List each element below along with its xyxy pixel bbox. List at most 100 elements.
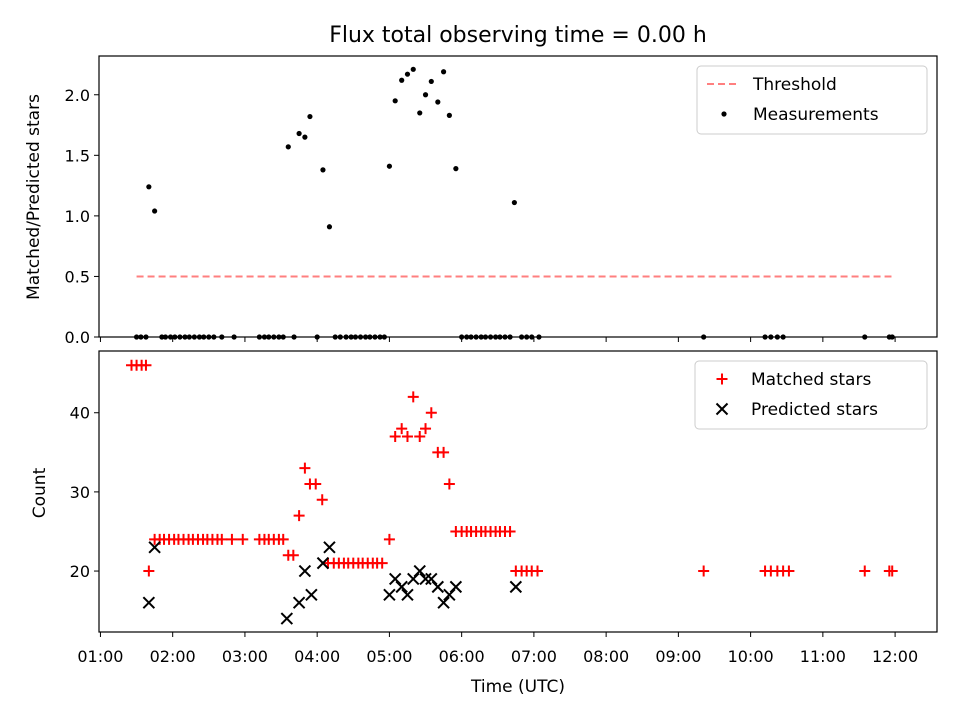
legend-matched-swatch: [716, 373, 728, 385]
x-tick-label: 12:00: [872, 647, 918, 666]
predicted-star-point: [323, 541, 336, 554]
top-y-tick-label: 0.5: [65, 267, 90, 286]
predicted-star-point: [395, 580, 408, 594]
matched-star-point: [140, 359, 152, 371]
measurement-point: [146, 184, 152, 190]
bottom-y-tick-label: 30: [70, 483, 90, 502]
matched-star-point: [293, 510, 305, 522]
matched-star-point: [504, 525, 516, 537]
matched-star-point: [389, 430, 401, 442]
matched-star-point: [886, 565, 898, 577]
predicted-star-point: [316, 556, 330, 570]
predicted-star-point: [419, 572, 432, 586]
measurement-point: [399, 77, 405, 83]
predicted-star-point: [413, 564, 426, 578]
bottom-legend-box: [694, 360, 928, 430]
top-axes-frame: [98, 55, 938, 338]
measurement-point: [386, 163, 393, 169]
legend-measurement-swatch: [721, 111, 727, 117]
matched-star-point: [237, 533, 249, 545]
predicted-star-point: [148, 541, 161, 554]
x-tick-label: 07:00: [511, 647, 557, 666]
measurement-point: [410, 66, 416, 72]
top-y-tick-label: 2.0: [65, 86, 90, 105]
matched-star-point: [383, 533, 395, 545]
x-tick-label: 10:00: [728, 647, 774, 666]
measurement-point: [326, 224, 333, 230]
legend-label: Measurements: [753, 105, 879, 125]
matched-star-point: [396, 423, 408, 435]
matched-star-point: [299, 462, 311, 474]
measurement-point: [511, 199, 517, 206]
predicted-star-point: [280, 612, 294, 625]
matched-star-point: [316, 494, 328, 506]
matched-star-point: [425, 407, 437, 419]
matched-star-point: [438, 446, 450, 458]
matched-star-point: [401, 430, 413, 442]
x-tick-label: 05:00: [366, 647, 412, 666]
measurement-point: [422, 92, 429, 98]
matched-star-point: [783, 565, 795, 577]
matched-star-point: [376, 557, 388, 569]
predicted-star-point: [449, 580, 463, 594]
predicted-star-point: [437, 596, 450, 609]
matched-star-point: [277, 533, 289, 545]
bottom-axes-frame: [98, 350, 938, 633]
matched-star-point: [216, 533, 228, 545]
matched-star-point: [532, 565, 544, 577]
x-tick-label: 06:00: [439, 647, 485, 666]
chart-title: Flux total observing time = 0.00 h: [329, 23, 707, 48]
matched-star-point: [310, 478, 322, 490]
measurement-point: [320, 167, 326, 173]
matched-star-point: [420, 423, 432, 435]
matched-star-point: [287, 549, 299, 561]
predicted-star-point: [305, 588, 318, 602]
measurement-point: [285, 144, 291, 150]
legend-label: Threshold: [752, 75, 837, 95]
x-tick-label: 11:00: [800, 647, 846, 666]
bottom-y-tick-label: 40: [70, 404, 90, 423]
legend-predicted-swatch: [715, 402, 729, 416]
x-tick-label: 03:00: [222, 647, 268, 666]
x-tick-label: 09:00: [655, 647, 701, 666]
predicted-star-point: [142, 596, 156, 609]
measurement-point: [446, 112, 452, 118]
measurement-point: [428, 78, 434, 85]
measurement-point: [453, 166, 459, 172]
measurement-point: [392, 98, 398, 104]
bottom-y-axis-label: Count: [30, 467, 50, 518]
measurement-point: [435, 99, 441, 105]
matched-star-point: [414, 430, 426, 442]
predicted-star-point: [298, 564, 312, 578]
plot-layer: 0.0 0.5 1.0 1.5 2.0 Threshold Measurements 01:0…: [65, 55, 938, 666]
top-y-tick-label: 0.0: [65, 328, 90, 347]
matched-star-point: [443, 478, 455, 490]
x-tick-label: 08:00: [583, 647, 629, 666]
x-tick-label: 04:00: [294, 647, 340, 666]
measurement-point: [404, 71, 411, 77]
x-tick-label: 02:00: [150, 647, 196, 666]
top-legend-box: [696, 65, 928, 135]
predicted-star-point: [383, 588, 396, 602]
measurement-point: [152, 208, 158, 214]
matched-star-point: [407, 391, 419, 403]
measurement-point: [440, 69, 447, 75]
matched-star-point: [143, 565, 155, 577]
top-y-tick-label: 1.5: [65, 146, 90, 165]
predicted-star-point: [292, 596, 306, 609]
matched-star-point: [226, 533, 238, 545]
bottom-y-tick-label: 20: [70, 562, 90, 581]
top-y-axis-label: Matched/Predicted stars: [24, 94, 44, 300]
measurement-point: [307, 113, 313, 120]
x-tick-label: 01:00: [77, 647, 123, 666]
measurement-point: [302, 134, 308, 140]
predicted-star-point: [388, 572, 402, 586]
x-axis-label: Time (UTC): [470, 677, 565, 697]
predicted-star-point: [431, 580, 445, 594]
matched-star-point: [859, 565, 871, 577]
predicted-star-point: [509, 580, 523, 594]
legend-label: Matched stars: [751, 370, 871, 390]
legend-label: Predicted stars: [751, 400, 878, 420]
